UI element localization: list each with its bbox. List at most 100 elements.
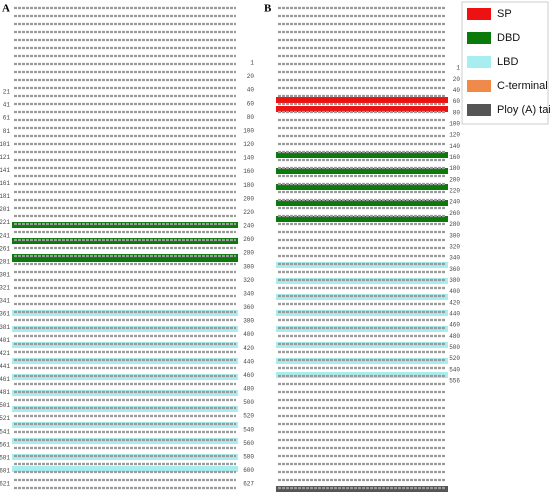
line-number: 220 (449, 188, 460, 195)
line-number: 41 (3, 102, 11, 109)
domain-highlight (276, 184, 448, 190)
panel-label: A (2, 3, 10, 15)
line-number: 40 (453, 87, 461, 94)
domain-highlight (276, 106, 448, 112)
line-number: 260 (243, 236, 254, 243)
line-number: 500 (243, 399, 254, 406)
line-number: 261 (0, 245, 10, 252)
line-number: 160 (243, 168, 254, 175)
line-number: 101 (0, 141, 10, 148)
line-number: 280 (243, 250, 254, 257)
line-number: 520 (449, 355, 460, 362)
line-number: 561 (0, 441, 10, 448)
line-number: 300 (449, 232, 460, 239)
line-number: 100 (449, 120, 460, 127)
line-number: 540 (449, 366, 460, 373)
line-number: 200 (449, 176, 460, 183)
line-number: 460 (243, 372, 254, 379)
legend-label: Ploy (A) tail (497, 104, 550, 116)
domain-highlight (276, 152, 448, 158)
legend-swatch (467, 32, 491, 44)
line-number: 20 (247, 73, 255, 80)
line-number: 500 (449, 344, 460, 351)
line-number: 161 (0, 180, 10, 187)
line-number: 420 (243, 345, 254, 352)
legend-label: DBD (497, 32, 520, 44)
line-number: 61 (3, 115, 11, 122)
domain-highlight (276, 97, 448, 103)
line-number: 181 (0, 193, 10, 200)
line-number: 521 (0, 415, 10, 422)
line-number: 340 (243, 290, 254, 297)
line-number: 160 (449, 154, 460, 161)
line-number: 80 (247, 114, 255, 121)
line-number: 320 (243, 277, 254, 284)
line-number: 600 (243, 467, 254, 474)
line-number: 541 (0, 428, 10, 435)
line-number: 401 (0, 337, 10, 344)
line-number: 141 (0, 167, 10, 174)
line-number: 381 (0, 324, 10, 331)
line-number: 520 (243, 413, 254, 420)
legend-label: LBD (497, 56, 518, 68)
line-number: 180 (449, 165, 460, 172)
line-number: 540 (243, 426, 254, 433)
domain-highlight (12, 466, 238, 472)
line-number: 601 (0, 468, 10, 475)
line-number: 360 (243, 304, 254, 311)
line-number: 40 (247, 87, 255, 94)
line-number: 20 (453, 76, 461, 83)
legend-swatch (467, 104, 491, 116)
line-number: 200 (243, 195, 254, 202)
legend-label: C-terminal (497, 80, 548, 92)
line-number: 140 (449, 143, 460, 150)
line-number: 241 (0, 232, 10, 239)
line-number: 460 (449, 322, 460, 329)
line-number: 360 (449, 266, 460, 273)
line-number: 100 (243, 127, 254, 134)
line-number: 481 (0, 389, 10, 396)
line-number: 321 (0, 285, 10, 292)
legend-swatch (467, 8, 491, 20)
domain-highlight (276, 200, 448, 206)
line-number: 621 (0, 481, 10, 488)
line-number: 501 (0, 402, 10, 409)
line-number: 380 (243, 318, 254, 325)
line-number: 581 (0, 454, 10, 461)
line-number: 80 (453, 109, 461, 116)
line-number: 281 (0, 258, 10, 265)
line-number: 21 (3, 89, 11, 96)
line-number: 400 (449, 288, 460, 295)
line-number: 240 (449, 199, 460, 206)
line-number: 341 (0, 298, 10, 305)
domain-highlight (276, 216, 448, 222)
line-number: 240 (243, 223, 254, 230)
line-number: 180 (243, 182, 254, 189)
legend-label: SP (497, 8, 512, 20)
line-number: 120 (243, 141, 254, 148)
line-number: 120 (449, 132, 460, 139)
line-number: 441 (0, 363, 10, 370)
line-number: 1 (456, 65, 460, 72)
line-number: 140 (243, 155, 254, 162)
line-number: 580 (243, 453, 254, 460)
line-number: 300 (243, 263, 254, 270)
line-number: 380 (449, 277, 460, 284)
line-number: 301 (0, 272, 10, 279)
line-number: 340 (449, 255, 460, 262)
line-number: 60 (453, 98, 461, 105)
line-number: 1 (250, 60, 254, 67)
line-number: 440 (449, 311, 460, 318)
line-number: 60 (247, 100, 255, 107)
legend-swatch (467, 80, 491, 92)
legend-box (461, 1, 549, 125)
domain-highlight (12, 254, 238, 262)
line-number: 280 (449, 221, 460, 228)
line-number: 556 (449, 378, 460, 385)
line-number: 560 (243, 440, 254, 447)
line-number: 480 (243, 386, 254, 393)
legend-swatch (467, 56, 491, 68)
line-number: 400 (243, 331, 254, 338)
line-number: 81 (3, 128, 11, 135)
